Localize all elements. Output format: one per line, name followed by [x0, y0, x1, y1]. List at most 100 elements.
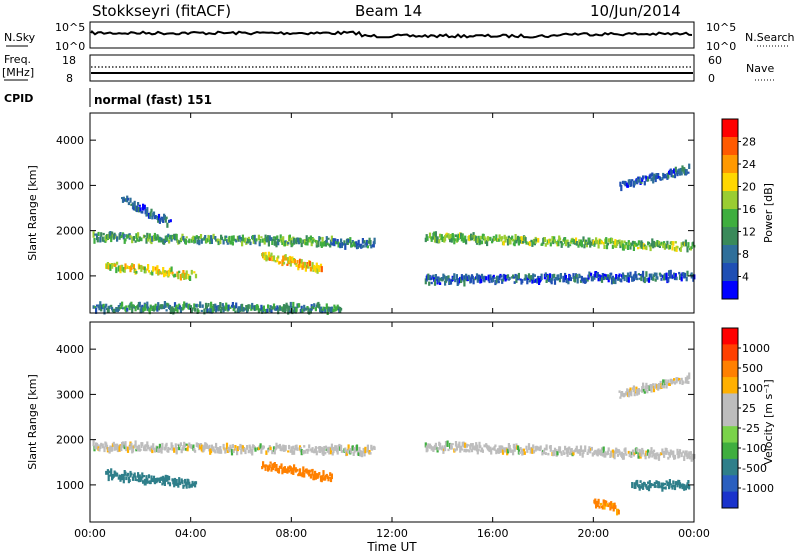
- heatmap-cell: [190, 238, 193, 243]
- heatmap-cell: [460, 448, 463, 451]
- heatmap-cell: [245, 242, 248, 245]
- heatmap-cell: [501, 449, 505, 455]
- heatmap-cell: [590, 242, 593, 246]
- heatmap-cell: [220, 306, 224, 311]
- heatmap-cell: [230, 235, 234, 242]
- heatmap-cell: [132, 205, 135, 211]
- heatmap-cell: [682, 272, 685, 276]
- heatmap-cell: [497, 280, 500, 284]
- heatmap-cell: [602, 276, 605, 281]
- heatmap-cell: [589, 240, 592, 248]
- heatmap-cell: [558, 446, 562, 453]
- heatmap-cell: [651, 172, 654, 177]
- heatmap-cell: [661, 485, 664, 492]
- heatmap-cell: [340, 450, 343, 453]
- heatmap-cell: [302, 262, 305, 269]
- heatmap-cell: [516, 274, 519, 281]
- heatmap-cell: [121, 474, 125, 478]
- heatmap-cell: [292, 469, 295, 475]
- heatmap-cell: [351, 445, 354, 451]
- heatmap-cell: [324, 445, 328, 449]
- heatmap-cell: [135, 233, 138, 239]
- heatmap-cell: [177, 306, 180, 310]
- heatmap-cell: [176, 307, 179, 313]
- heatmap-cell: [287, 307, 290, 315]
- heatmap-cell: [130, 264, 133, 270]
- heatmap-cell: [271, 240, 274, 245]
- heatmap-cell: [277, 255, 280, 259]
- heatmap-cell: [336, 304, 339, 308]
- heatmap-cell: [225, 302, 228, 310]
- heatmap-cell: [314, 307, 317, 312]
- heatmap-cell: [687, 171, 690, 174]
- heatmap-cell: [524, 237, 527, 243]
- heatmap-cell: [428, 232, 432, 239]
- heatmap-cell: [667, 172, 670, 179]
- heatmap-cell: [580, 241, 583, 248]
- heatmap-cell: [584, 445, 587, 452]
- heatmap-cell: [647, 485, 651, 492]
- heatmap-cell: [672, 450, 675, 458]
- colorbar-tick-label: -25: [742, 422, 760, 435]
- heatmap-cell: [614, 239, 617, 246]
- heatmap-cell: [95, 307, 98, 314]
- heatmap-cell: [128, 444, 131, 451]
- heatmap-cell: [658, 453, 661, 456]
- heatmap-cell: [540, 273, 543, 281]
- heatmap-cell: [357, 239, 360, 246]
- heatmap-cell: [444, 445, 447, 452]
- heatmap-cell: [163, 240, 166, 243]
- heatmap-cell: [171, 444, 174, 451]
- heatmap-cell: [685, 169, 688, 175]
- heatmap-cell: [451, 443, 454, 446]
- heatmap-cell: [347, 239, 350, 243]
- heatmap-cell: [616, 240, 619, 245]
- heatmap-cell: [254, 239, 257, 245]
- heatmap-cell: [102, 232, 105, 236]
- heatmap-cell: [272, 236, 276, 239]
- heatmap-cell: [572, 451, 575, 456]
- heatmap-cell: [307, 448, 310, 452]
- heatmap-cell: [327, 237, 330, 240]
- colorbar-tick-label: 8: [742, 248, 749, 261]
- heatmap-cell: [567, 447, 570, 454]
- heatmap-cell: [356, 245, 359, 249]
- heatmap-cell: [302, 466, 305, 474]
- heatmap-cell: [668, 382, 671, 386]
- heatmap-cell: [120, 304, 123, 309]
- heatmap-cell: [296, 260, 299, 264]
- heatmap-cell: [295, 444, 298, 450]
- heatmap-cell: [472, 278, 475, 285]
- heatmap-cell: [164, 474, 167, 482]
- heatmap-cell: [262, 461, 265, 468]
- heatmap-cell: [659, 273, 662, 278]
- time-tick-label: 00:00: [678, 527, 710, 540]
- heatmap-cell: [99, 444, 102, 449]
- heatmap-cell: [634, 181, 637, 184]
- heatmap-cell: [314, 446, 317, 453]
- heatmap-cell: [430, 281, 433, 285]
- heatmap-cell: [638, 448, 641, 456]
- heatmap-cell: [603, 244, 606, 249]
- heatmap-cell: [690, 246, 693, 249]
- heatmap-cell: [605, 244, 609, 250]
- heatmap-cell: [166, 235, 169, 241]
- heatmap-cell: [309, 308, 312, 314]
- heatmap-cell: [470, 236, 474, 241]
- heatmap-cell: [486, 240, 489, 247]
- heatmap-cell: [140, 476, 143, 481]
- heatmap-cell: [591, 452, 594, 457]
- heatmap-cell: [238, 306, 241, 310]
- heatmap-cell: [429, 277, 432, 281]
- heatmap-cell: [103, 446, 106, 453]
- heatmap-cell: [114, 471, 117, 477]
- heatmap-cell: [470, 443, 473, 447]
- heatmap-cell: [361, 245, 364, 249]
- heatmap-cell: [324, 240, 328, 247]
- heatmap-cell: [298, 264, 301, 269]
- heatmap-cell: [480, 240, 484, 245]
- colorbar-segment: [722, 263, 738, 282]
- heatmap-cell: [354, 241, 357, 248]
- heatmap-cell: [653, 242, 656, 248]
- time-tick-label: 08:00: [275, 527, 307, 540]
